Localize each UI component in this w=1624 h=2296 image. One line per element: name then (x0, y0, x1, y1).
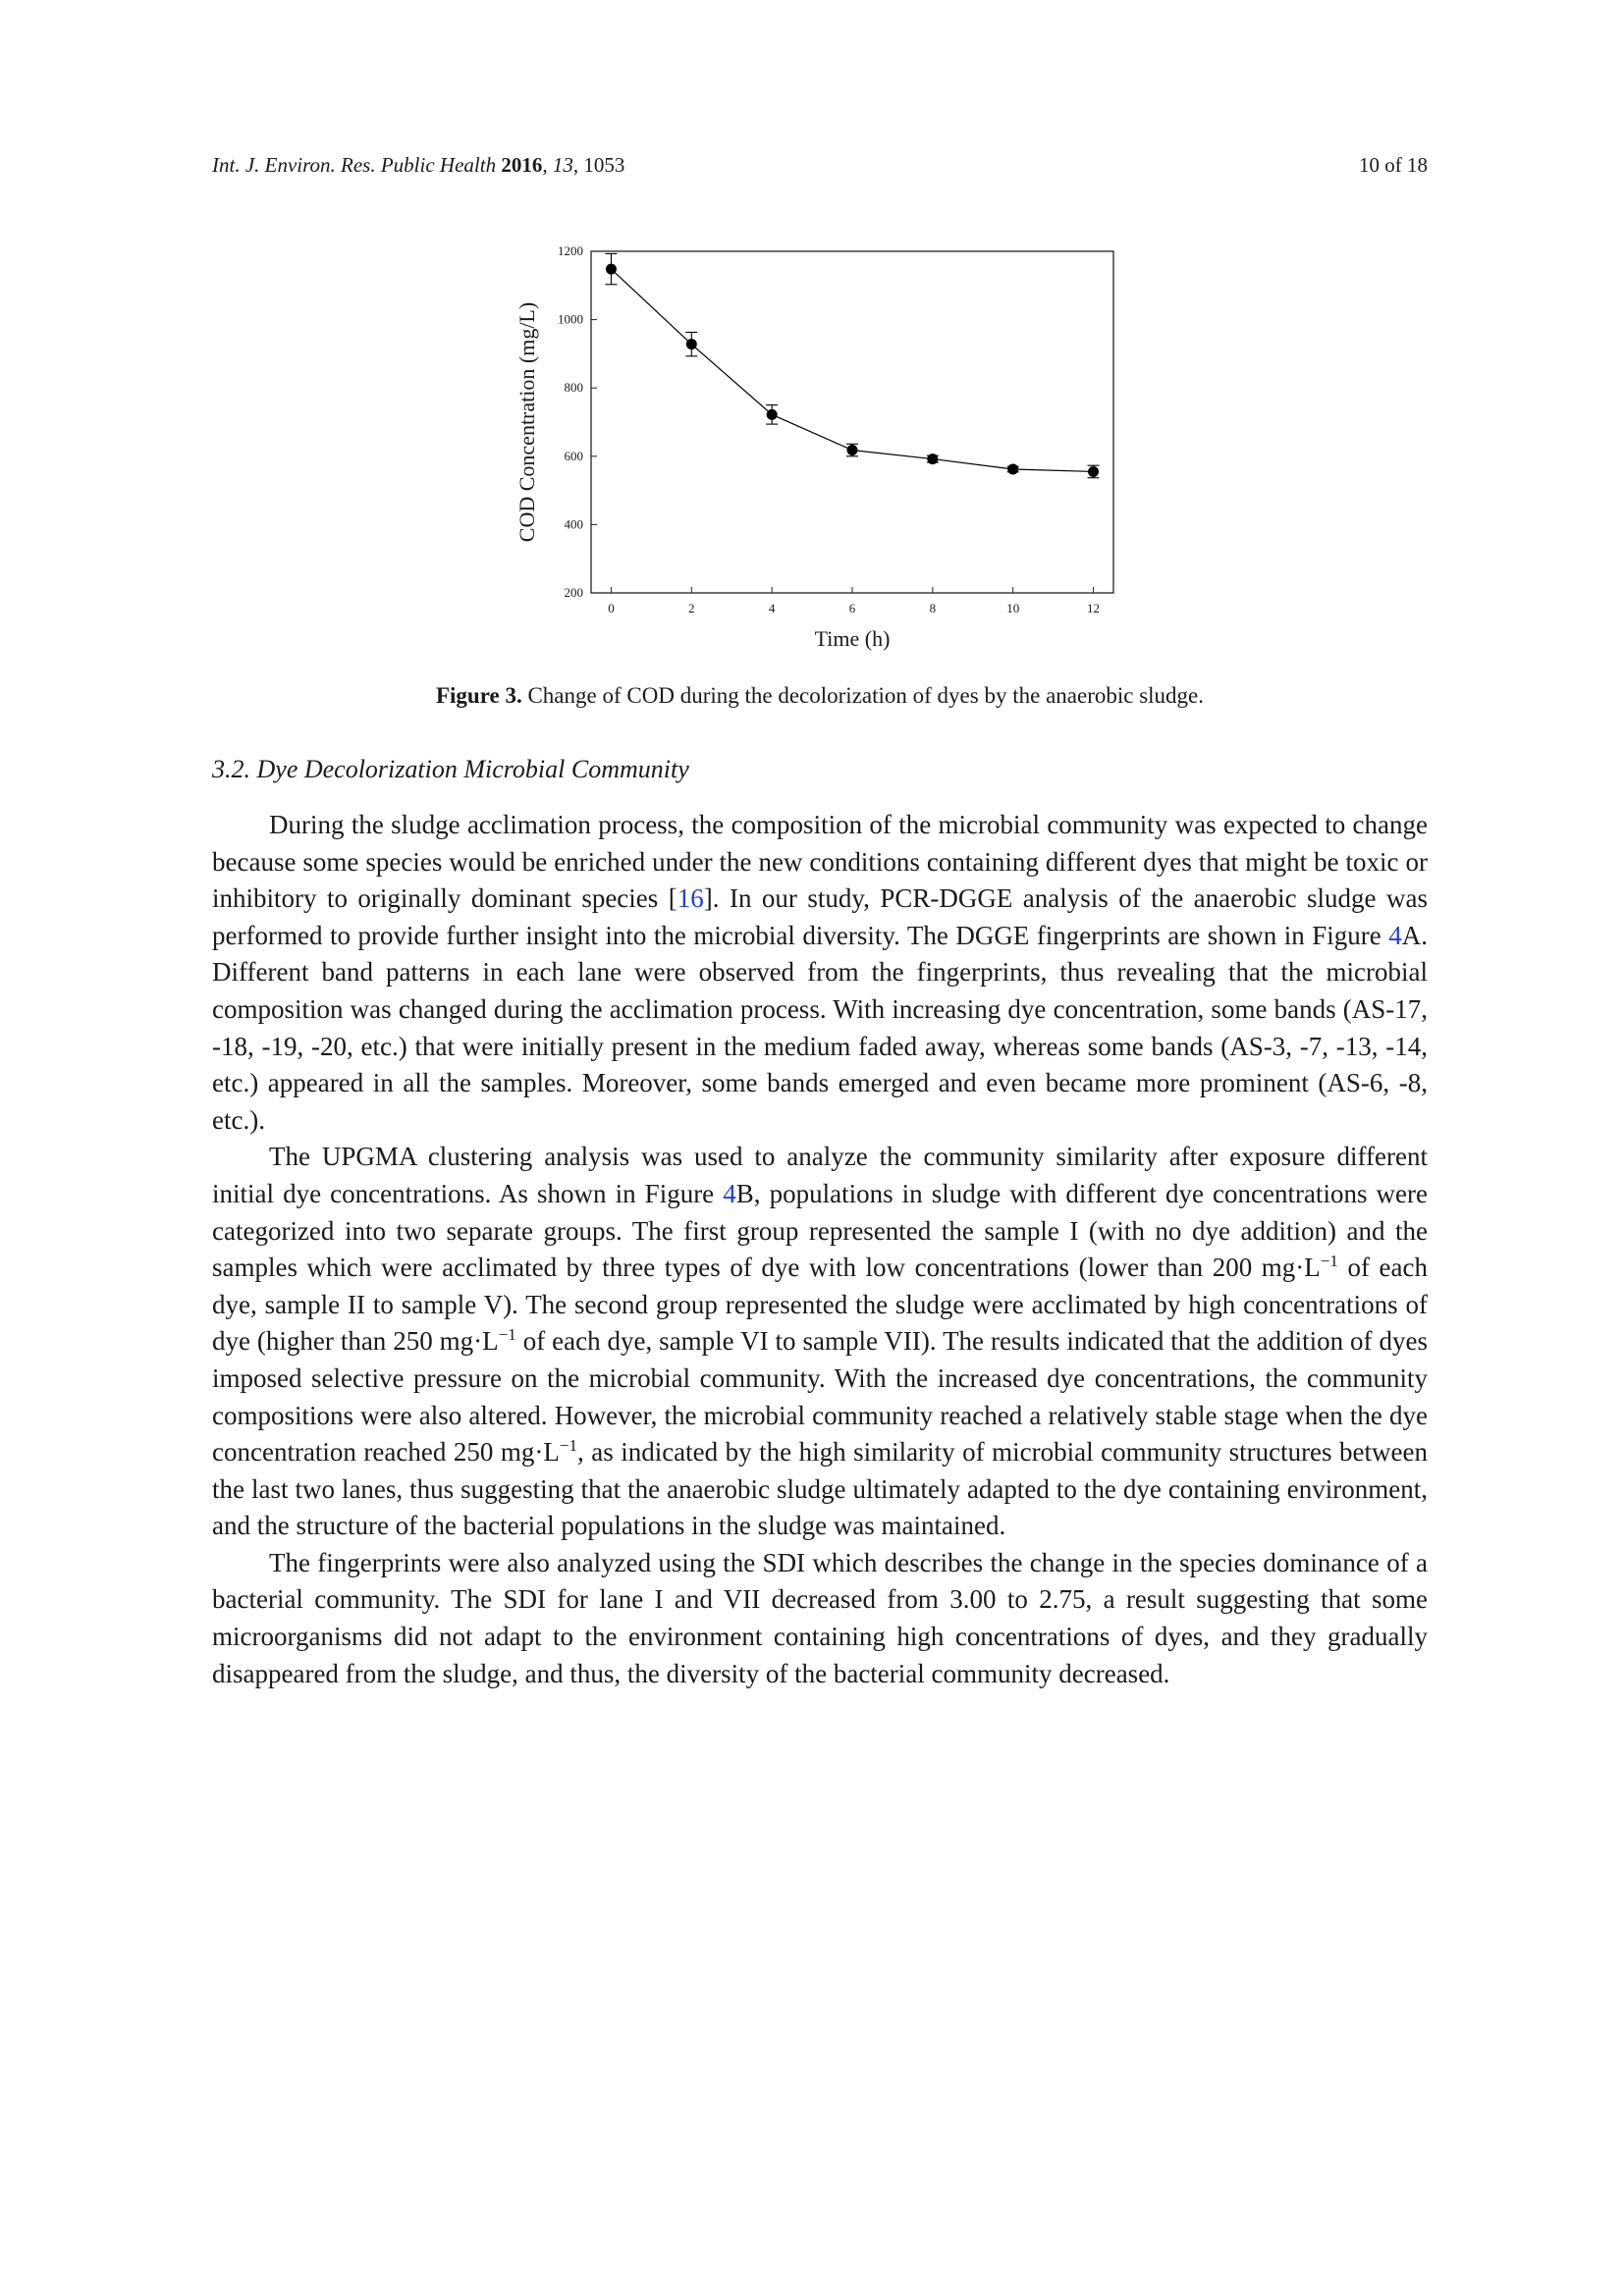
p2-text-d: of each dye, sample VI to sample VII). T… (212, 1326, 1428, 1468)
superscript: −1 (559, 1436, 577, 1456)
section-heading: 3.2. Dye Decolorization Microbial Commun… (212, 755, 689, 783)
body-text: During the sludge acclimation process, t… (212, 807, 1428, 1692)
plot-frame (590, 250, 1114, 594)
y-tick-label: 800 (565, 380, 584, 395)
data-point (685, 339, 697, 350)
paragraph-2: The UPGMA clustering analysis was used t… (212, 1139, 1428, 1545)
data-point (766, 408, 778, 420)
p1-text-c: A. Different band patterns in each lane … (212, 920, 1428, 1135)
y-tick-label: 400 (565, 516, 584, 531)
figure-caption: Figure 3. Change of COD during the decol… (212, 683, 1428, 709)
data-point (1007, 463, 1019, 475)
figure-4-link[interactable]: 4 (1388, 920, 1402, 950)
x-tick-label: 10 (1006, 601, 1019, 615)
y-tick-label: 1200 (558, 243, 583, 258)
y-tick-label: 1000 (558, 312, 583, 327)
p2-text-b: B, populations in sludge with different … (212, 1178, 1428, 1283)
article-number: 1053 (583, 153, 625, 177)
caption-label: Figure 3. (435, 683, 522, 708)
p1-text-a: During the sludge acclimation process, t… (212, 810, 1428, 914)
p2-text-e: , as indicated by the high similarity of… (212, 1437, 1429, 1541)
running-head: Int. J. Environ. Res. Public Health 2016… (212, 153, 1428, 178)
data-point (1088, 465, 1100, 477)
p2-text-c: of each dye, sample II to sample V). The… (212, 1253, 1428, 1357)
x-tick-label: 0 (608, 601, 615, 615)
series-layer (605, 252, 1100, 479)
x-tick-label: 12 (1087, 601, 1100, 615)
data-point (605, 263, 617, 275)
y-axis-ticks: 200 400 600 800 1000 1200 (558, 243, 597, 600)
journal-year: 2016 (501, 153, 543, 177)
y-axis-title: COD Concentration (mg/L) (514, 302, 539, 542)
paragraph-1: During the sludge acclimation process, t… (212, 807, 1428, 1139)
x-tick-label: 2 (688, 601, 695, 615)
data-point (927, 454, 939, 465)
series-line (611, 268, 1094, 473)
caption-text: Change of COD during the decolorization … (527, 683, 1204, 708)
figure-4-link[interactable]: 4 (723, 1178, 736, 1208)
x-axis-ticks: 0 2 4 6 8 10 12 (608, 587, 1100, 615)
y-tick-label: 600 (565, 449, 584, 463)
paragraph-3: The fingerprints were also analyzed usin… (212, 1547, 1428, 1688)
superscript: −1 (498, 1325, 516, 1345)
page-number: 10 of 18 (1359, 153, 1428, 177)
p2-text-a: The UPGMA clustering analysis was used t… (212, 1142, 1428, 1208)
superscript: −1 (1320, 1252, 1338, 1271)
journal-citation: Int. J. Environ. Res. Public Health 2016… (212, 153, 625, 177)
p1-text-b: ]. In our study, PCR-DGGE analysis of th… (212, 883, 1428, 950)
x-tick-label: 8 (930, 601, 937, 615)
x-axis-title: Time (h) (815, 626, 891, 651)
journal-name: Int. J. Environ. Res. Public Health (212, 153, 497, 177)
figure-3: 200 400 600 800 1000 1200 0 2 4 6 8 10 12 Time (h) … (491, 234, 1139, 666)
x-tick-label: 6 (849, 601, 856, 615)
y-tick-label: 200 (565, 585, 584, 600)
data-point (846, 445, 858, 456)
journal-volume: 13 (552, 153, 573, 177)
x-tick-label: 4 (769, 601, 776, 615)
reference-link-16[interactable]: 16 (677, 883, 704, 914)
